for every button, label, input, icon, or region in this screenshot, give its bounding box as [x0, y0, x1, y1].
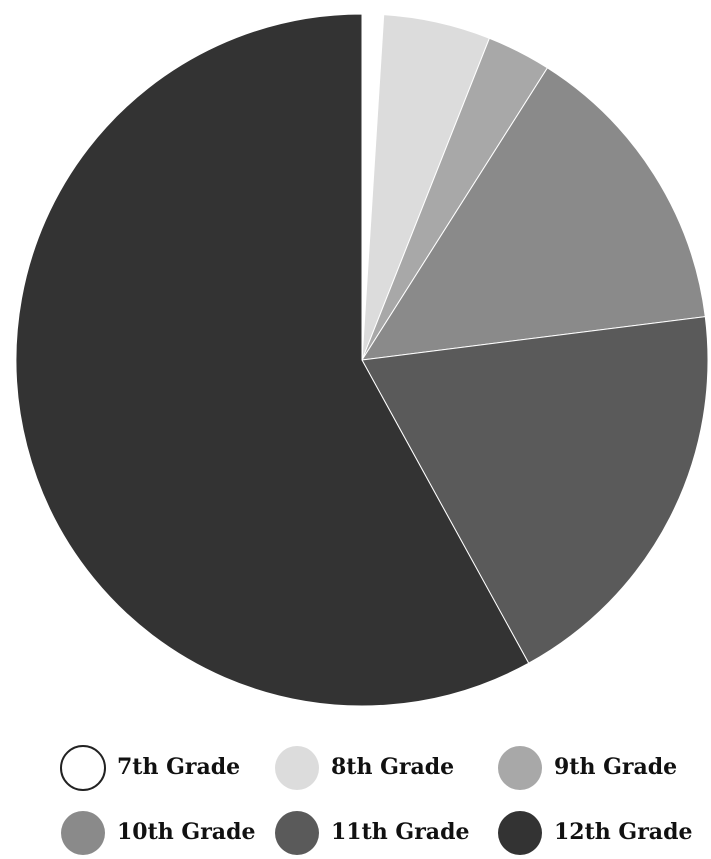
legend-swatch [498, 811, 542, 855]
legend-label: 10th Grade [117, 819, 255, 845]
legend-label: 9th Grade [554, 754, 677, 780]
legend-swatch [61, 811, 105, 855]
legend-swatch [498, 746, 542, 790]
legend-label: 7th Grade [117, 754, 240, 780]
legend-swatch [275, 746, 319, 790]
pie-slice [361, 316, 709, 664]
pie-slice [361, 67, 706, 361]
pie-slice [15, 13, 530, 707]
legend-swatch [275, 811, 319, 855]
legend-swatch [60, 745, 106, 791]
legend-label: 12th Grade [554, 819, 692, 845]
legend-label: 8th Grade [331, 754, 454, 780]
legend-label: 11th Grade [331, 819, 469, 845]
